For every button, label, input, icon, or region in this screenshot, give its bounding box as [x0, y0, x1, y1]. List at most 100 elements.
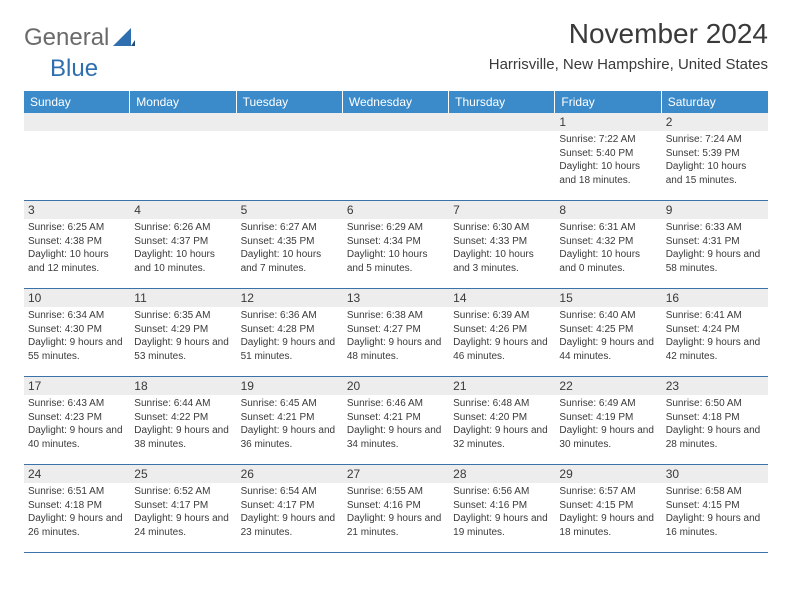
day-info: Sunrise: 6:43 AMSunset: 4:23 PMDaylight:…	[28, 397, 126, 451]
calendar-cell: 4Sunrise: 6:26 AMSunset: 4:37 PMDaylight…	[130, 201, 236, 289]
day-info: Sunrise: 6:29 AMSunset: 4:34 PMDaylight:…	[347, 221, 445, 275]
weekday-header: Monday	[130, 91, 236, 113]
day-info: Sunrise: 6:34 AMSunset: 4:30 PMDaylight:…	[28, 309, 126, 363]
sunset-line: Sunset: 4:37 PM	[134, 236, 208, 247]
sunset-line: Sunset: 4:33 PM	[453, 236, 527, 247]
day-info: Sunrise: 6:26 AMSunset: 4:37 PMDaylight:…	[134, 221, 232, 275]
sunset-line: Sunset: 4:25 PM	[559, 324, 633, 335]
weekday-header: Tuesday	[237, 91, 343, 113]
logo-word-blue: Blue	[50, 55, 98, 82]
sunrise-line: Sunrise: 6:43 AM	[28, 398, 104, 409]
day-info: Sunrise: 6:35 AMSunset: 4:29 PMDaylight:…	[134, 309, 232, 363]
calendar-cell: 25Sunrise: 6:52 AMSunset: 4:17 PMDayligh…	[130, 465, 236, 553]
calendar-cell: 9Sunrise: 6:33 AMSunset: 4:31 PMDaylight…	[662, 201, 768, 289]
calendar-cell-empty	[343, 113, 449, 201]
daylight-line: Daylight: 9 hours and 46 minutes.	[453, 337, 548, 362]
day-number: 24	[24, 465, 130, 483]
sunrise-line: Sunrise: 6:29 AM	[347, 222, 423, 233]
day-info: Sunrise: 6:50 AMSunset: 4:18 PMDaylight:…	[666, 397, 764, 451]
calendar-cell: 21Sunrise: 6:48 AMSunset: 4:20 PMDayligh…	[449, 377, 555, 465]
sunset-line: Sunset: 4:27 PM	[347, 324, 421, 335]
calendar-cell: 1Sunrise: 7:22 AMSunset: 5:40 PMDaylight…	[555, 113, 661, 201]
daylight-line: Daylight: 9 hours and 19 minutes.	[453, 513, 548, 538]
sunset-line: Sunset: 4:29 PM	[134, 324, 208, 335]
day-number: 20	[343, 377, 449, 395]
calendar-cell: 7Sunrise: 6:30 AMSunset: 4:33 PMDaylight…	[449, 201, 555, 289]
weekday-header: Friday	[555, 91, 661, 113]
day-info: Sunrise: 6:52 AMSunset: 4:17 PMDaylight:…	[134, 485, 232, 539]
daylight-line: Daylight: 9 hours and 26 minutes.	[28, 513, 123, 538]
sunset-line: Sunset: 4:24 PM	[666, 324, 740, 335]
sunset-line: Sunset: 4:21 PM	[347, 412, 421, 423]
weekday-header: Thursday	[449, 91, 555, 113]
sunrise-line: Sunrise: 6:33 AM	[666, 222, 742, 233]
day-info: Sunrise: 6:49 AMSunset: 4:19 PMDaylight:…	[559, 397, 657, 451]
sunrise-line: Sunrise: 6:41 AM	[666, 310, 742, 321]
sunset-line: Sunset: 4:20 PM	[453, 412, 527, 423]
day-number-empty	[130, 113, 236, 131]
day-number: 27	[343, 465, 449, 483]
sunrise-line: Sunrise: 6:54 AM	[241, 486, 317, 497]
day-number: 26	[237, 465, 343, 483]
daylight-line: Daylight: 9 hours and 30 minutes.	[559, 425, 654, 450]
day-info: Sunrise: 6:57 AMSunset: 4:15 PMDaylight:…	[559, 485, 657, 539]
daylight-line: Daylight: 9 hours and 44 minutes.	[559, 337, 654, 362]
day-info: Sunrise: 6:36 AMSunset: 4:28 PMDaylight:…	[241, 309, 339, 363]
day-number: 7	[449, 201, 555, 219]
weekday-header-row: SundayMondayTuesdayWednesdayThursdayFrid…	[24, 91, 768, 113]
daylight-line: Daylight: 9 hours and 42 minutes.	[666, 337, 761, 362]
sunrise-line: Sunrise: 6:27 AM	[241, 222, 317, 233]
day-info: Sunrise: 6:44 AMSunset: 4:22 PMDaylight:…	[134, 397, 232, 451]
day-info: Sunrise: 6:39 AM Sunset: 4:26 PM Daylight:…	[453, 309, 551, 363]
sunrise-line: Sunrise: 6:46 AM	[347, 398, 423, 409]
day-number: 14	[449, 289, 555, 307]
daylight-line: Daylight: 10 hours and 18 minutes.	[559, 161, 640, 186]
day-number: 11	[130, 289, 236, 307]
daylight-line: Daylight: 9 hours and 16 minutes.	[666, 513, 761, 538]
logo-word-general: General	[24, 24, 109, 52]
daylight-line: Daylight: 10 hours and 7 minutes.	[241, 249, 322, 274]
day-info: Sunrise: 6:31 AMSunset: 4:32 PMDaylight:…	[559, 221, 657, 275]
day-number: 13	[343, 289, 449, 307]
day-number: 19	[237, 377, 343, 395]
daylight-line: Daylight: 9 hours and 55 minutes.	[28, 337, 123, 362]
daylight-line: Daylight: 9 hours and 48 minutes.	[347, 337, 442, 362]
calendar-cell-empty	[24, 113, 130, 201]
sunset-line: Sunset: 4:26 PM	[453, 324, 527, 335]
daylight-line: Daylight: 9 hours and 18 minutes.	[559, 513, 654, 538]
day-info: Sunrise: 6:41 AM Sunset: 4:24 PM Daylight:…	[666, 309, 764, 363]
calendar-cell: 2Sunrise: 7:24 AMSunset: 5:39 PMDaylight…	[662, 113, 768, 201]
calendar-cell: 28Sunrise: 6:56 AMSunset: 4:16 PMDayligh…	[449, 465, 555, 553]
sunrise-line: Sunrise: 6:57 AM	[559, 486, 635, 497]
sunrise-line: Sunrise: 7:24 AM	[666, 134, 742, 145]
sunrise-line: Sunrise: 6:56 AM	[453, 486, 529, 497]
calendar-cell: 16Sunrise: 6:41 AMSunset: 4:24 PMDayligh…	[662, 289, 768, 377]
daylight-line: Daylight: 9 hours and 40 minutes.	[28, 425, 123, 450]
day-info: Sunrise: 6:54 AMSunset: 4:17 PMDaylight:…	[241, 485, 339, 539]
day-number: 15	[555, 289, 661, 307]
daylight-line: Daylight: 9 hours and 58 minutes.	[666, 249, 761, 274]
day-info: Sunrise: 6:51 AMSunset: 4:18 PMDaylight:…	[28, 485, 126, 539]
calendar-cell: 30Sunrise: 6:58 AMSunset: 4:15 PMDayligh…	[662, 465, 768, 553]
sunrise-line: Sunrise: 6:44 AM	[134, 398, 210, 409]
day-number: 9	[662, 201, 768, 219]
sunrise-line: Sunrise: 6:39 AM	[453, 310, 529, 321]
sunset-line: Sunset: 5:39 PM	[666, 148, 740, 159]
day-info: Sunrise: 6:40 AMSunset: 4:25 PMDaylight:…	[559, 309, 657, 363]
day-number: 6	[343, 201, 449, 219]
daylight-line: Daylight: 9 hours and 21 minutes.	[347, 513, 442, 538]
day-number: 21	[449, 377, 555, 395]
day-number: 22	[555, 377, 661, 395]
calendar-cell: 17Sunrise: 6:43 AMSunset: 4:23 PMDayligh…	[24, 377, 130, 465]
sunrise-line: Sunrise: 6:31 AM	[559, 222, 635, 233]
sunset-line: Sunset: 4:15 PM	[666, 500, 740, 511]
calendar-cell: 22 Sunrise: 6:49 AMSunset: 4:19 PMDayligh…	[555, 377, 661, 465]
day-info: Sunrise: 6:58 AMSunset: 4:15 PMDaylight:…	[666, 485, 764, 539]
day-number: 2	[662, 113, 768, 131]
daylight-line: Daylight: 10 hours and 0 minutes.	[559, 249, 640, 274]
calendar-page: General November 2024 Harrisville, New H…	[0, 0, 792, 565]
sunset-line: Sunset: 4:35 PM	[241, 236, 315, 247]
calendar-cell-empty	[237, 113, 343, 201]
month-title: November 2024	[489, 18, 768, 50]
calendar-cell: 10Sunrise: 6:34 AMSunset: 4:30 PMDayligh…	[24, 289, 130, 377]
